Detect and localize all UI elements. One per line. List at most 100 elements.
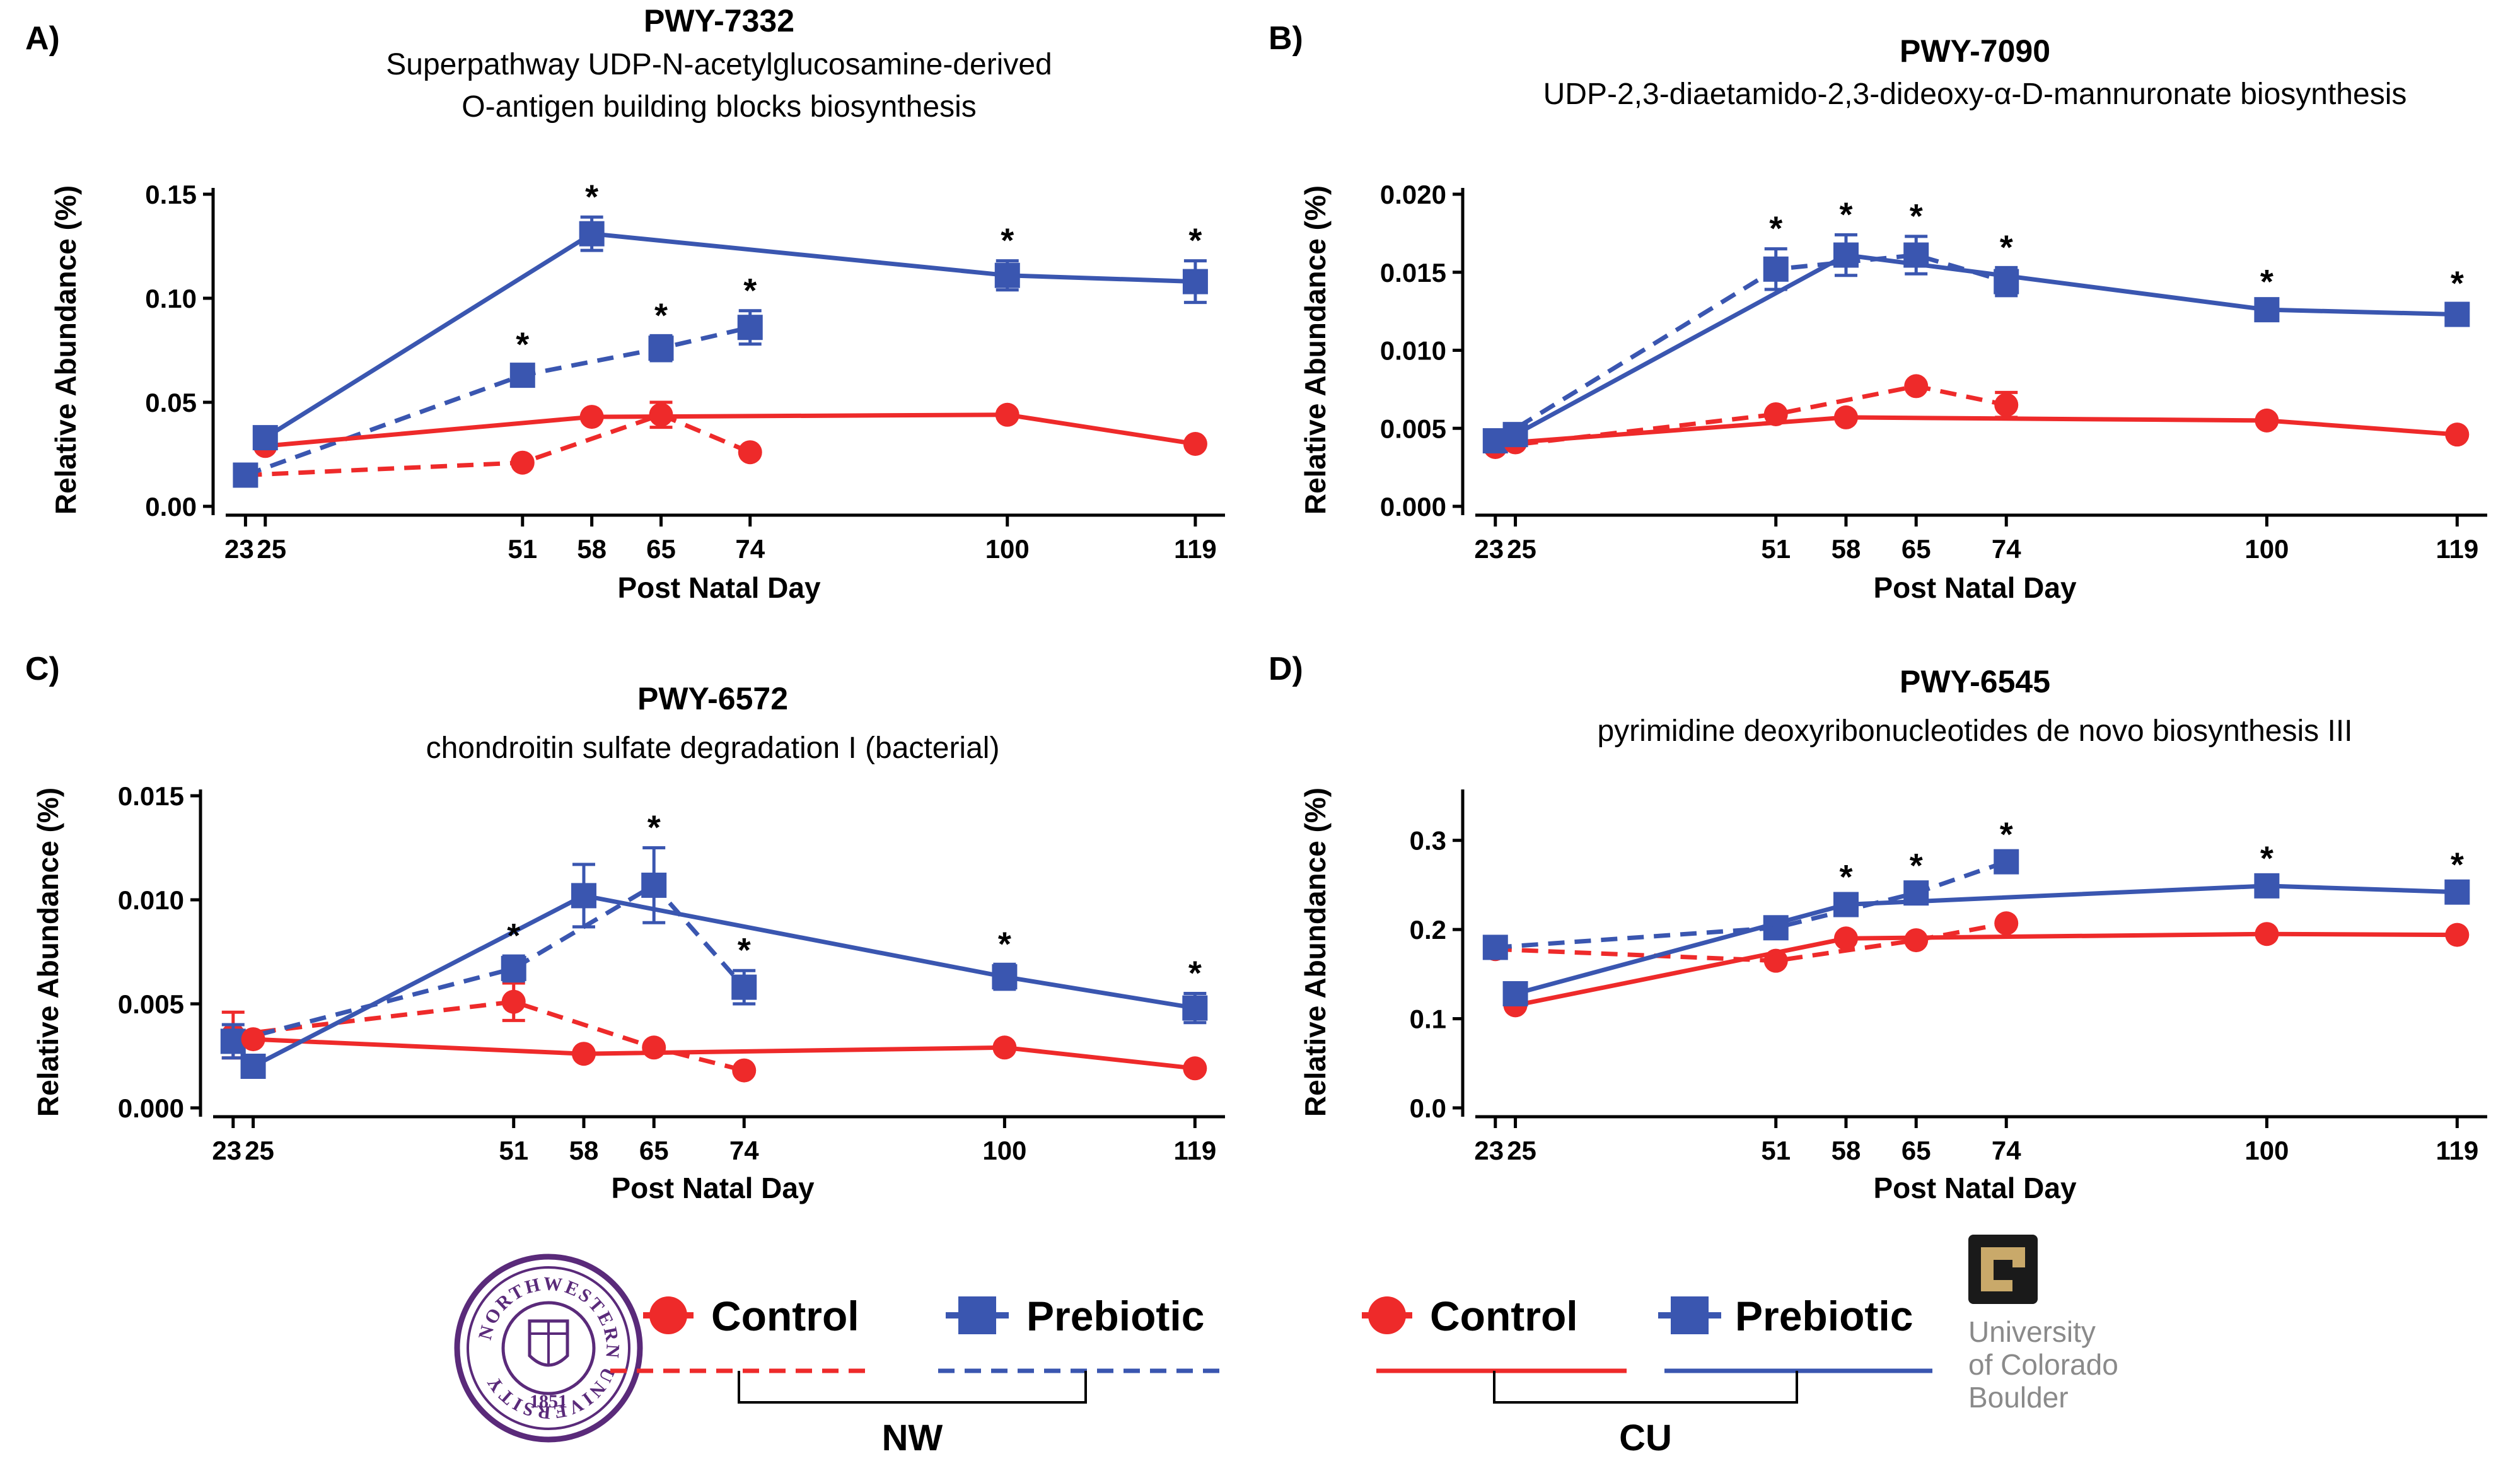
x-tick-label: 51 [1761, 534, 1791, 564]
data-point-nw-control [1904, 928, 1929, 953]
x-tick-label: 23 [224, 534, 254, 564]
series-line-nw-control [1495, 383, 2007, 450]
significance-marker: * [2260, 263, 2273, 301]
x-axis-label: Post Natal Day [1873, 571, 2077, 604]
data-point-nw-prebiotic [731, 974, 757, 1000]
data-point-nw-prebiotic [641, 872, 667, 898]
data-point-nw-control [642, 1035, 666, 1060]
chart-title: PWY-6572 [637, 681, 788, 716]
data-point-cu-prebiotic [252, 425, 278, 451]
series-line-cu-control [265, 412, 1196, 448]
data-point-nw-control [510, 450, 535, 475]
x-tick-label: 25 [1507, 534, 1536, 564]
series-line-cu-prebiotic [1514, 253, 2458, 437]
data-point-cu-control [995, 402, 1019, 427]
data-point-cu-prebiotic [579, 221, 605, 247]
significance-marker: * [1188, 222, 1202, 260]
data-point-cu-control [2255, 408, 2279, 433]
y-tick-label: 0.00 [145, 492, 197, 521]
legend-nw-group-label: NW [882, 1417, 943, 1458]
legend-nw-control: Control [643, 1293, 859, 1339]
data-point-nw-prebiotic [737, 315, 763, 341]
data-point-cu-prebiotic [1502, 422, 1528, 448]
series-line-cu-control [1515, 415, 2458, 445]
significance-marker: * [647, 809, 661, 847]
northwestern-seal-year: 1851 [530, 1391, 567, 1412]
x-axis-label: Post Natal Day [617, 571, 821, 604]
series-line-cu-control [1514, 931, 2458, 1008]
data-point-nw-control [732, 1058, 757, 1083]
significance-marker: * [1001, 222, 1014, 260]
x-tick-label: 65 [1902, 1136, 1931, 1165]
x-tick-label: 74 [729, 1136, 759, 1165]
data-point-cu-prebiotic [992, 964, 1018, 990]
y-tick-label: 0.010 [1380, 336, 1446, 366]
x-tick-label: 74 [735, 534, 765, 564]
data-point-nw-control [1994, 393, 2019, 417]
y-tick-label: 0.0 [1410, 1093, 1446, 1123]
series-line-nw-control [233, 999, 745, 1073]
data-point-cu-control [2255, 922, 2279, 946]
data-point-cu-control [1833, 405, 1858, 429]
cu-logo-line-3: Boulder [1968, 1381, 2069, 1414]
significance-marker: * [1769, 210, 1782, 248]
significance-marker: * [1839, 858, 1852, 896]
x-tick-label: 58 [1832, 534, 1861, 564]
x-tick-label: 65 [639, 1136, 669, 1165]
data-point-cu-control [571, 1042, 596, 1066]
x-tick-label: 119 [1174, 534, 1217, 564]
chart-subtitle-line: UDP-2,3-diaetamido-2,3-dideoxy-α-D-mannu… [1543, 78, 2407, 111]
significance-marker: * [998, 925, 1011, 963]
series-line-cu-prebiotic [252, 893, 1195, 1069]
x-tick-label: 58 [569, 1136, 599, 1165]
panel-letter: B) [1269, 20, 1303, 57]
y-tick-label: 0.020 [1380, 180, 1446, 209]
y-tick-label: 0.015 [118, 781, 184, 811]
x-tick-label: 100 [985, 534, 1030, 564]
x-tick-label: 119 [1173, 1136, 1216, 1165]
x-tick-label: 100 [982, 1136, 1026, 1165]
significance-marker: * [1839, 195, 1852, 233]
x-tick-label: 74 [1992, 1136, 2021, 1165]
cu-logo-line-2: of Colorado [1968, 1348, 2118, 1381]
series-line-nw-prebiotic [245, 325, 751, 477]
x-tick-label: 100 [2244, 534, 2289, 564]
data-point-nw-control [1904, 374, 1929, 399]
data-point-cu-control [1183, 1056, 1207, 1081]
data-point-cu-prebiotic [994, 262, 1020, 288]
x-tick-label: 23 [212, 1136, 241, 1165]
x-tick-label: 51 [508, 534, 537, 564]
series-line-nw-prebiotic [232, 883, 746, 1044]
x-tick-label: 25 [1507, 1136, 1536, 1165]
data-point-cu-prebiotic [2444, 301, 2470, 327]
x-tick-label: 58 [1832, 1136, 1861, 1165]
data-point-nw-control [738, 440, 762, 465]
chart-title: PWY-6545 [1900, 664, 2050, 699]
chart-title: PWY-7090 [1900, 33, 2050, 69]
significance-marker: * [507, 917, 520, 955]
data-point-cu-control [992, 1035, 1017, 1060]
x-tick-label: 119 [2436, 534, 2478, 564]
northwestern-seal-logo: NORTHWESTERN UNIVERSITY 1851 [454, 1254, 643, 1443]
chart-subtitle-line: Superpathway UDP-N-acetylglucosamine-der… [386, 48, 1052, 81]
data-point-cu-control [1833, 926, 1858, 951]
chart-panel-a: A) PWY-7332 Superpathway UDP-N-acetylgluco… [25, 3, 1225, 604]
data-point-nw-prebiotic [233, 462, 258, 488]
y-tick-label: 0.005 [118, 989, 184, 1019]
panel-letter: C) [25, 651, 60, 687]
x-tick-label: 119 [2436, 1136, 2478, 1165]
significance-marker: * [2260, 840, 2273, 878]
chart-subtitle-line: O-antigen building blocks biosynthesis [462, 90, 976, 124]
data-point-nw-prebiotic [648, 335, 674, 361]
legend-cu-group-label: CU [1619, 1417, 1672, 1458]
data-point-nw-control [1994, 911, 2019, 936]
legend-cu-prebiotic: Prebiotic [1658, 1293, 1913, 1339]
significance-marker: * [2451, 264, 2464, 302]
series-line-nw-prebiotic [1494, 253, 2007, 443]
legend-cu-control-label: Control [1430, 1293, 1578, 1339]
data-point-cu-prebiotic [1833, 892, 1859, 917]
panel-letter: D) [1269, 651, 1303, 687]
y-tick-label: 0.000 [118, 1093, 184, 1123]
y-tick-label: 0.3 [1410, 826, 1446, 856]
